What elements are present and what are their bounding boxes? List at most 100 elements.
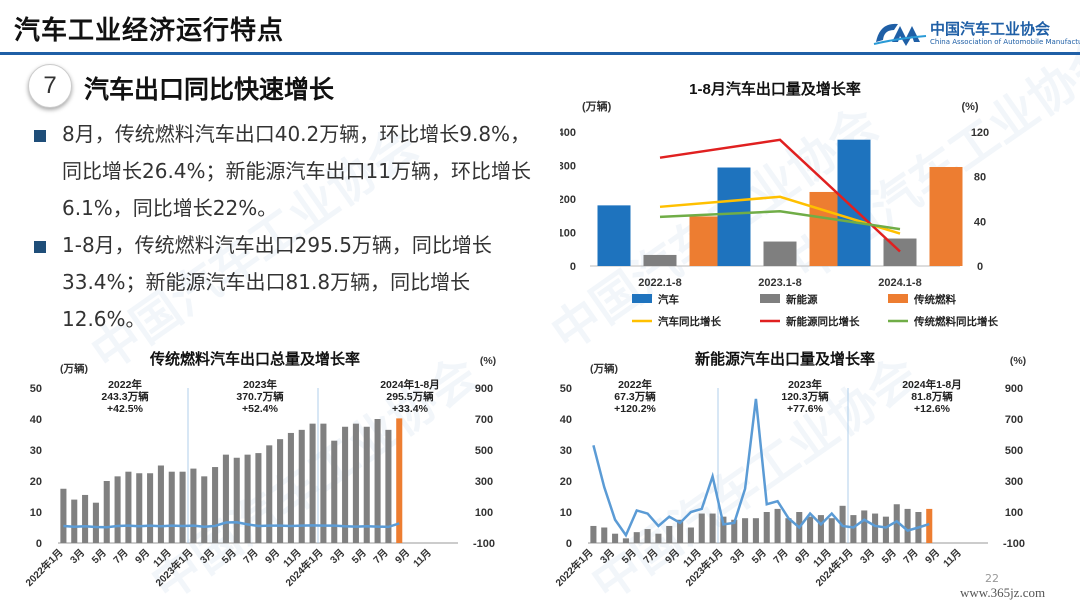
bar-month bbox=[904, 508, 911, 543]
bar-month bbox=[861, 510, 868, 543]
y-tick-label: 100 bbox=[560, 228, 576, 240]
x-tick-label: 2022.1-8 bbox=[638, 277, 681, 289]
x-tick-label: 9月 bbox=[663, 547, 682, 566]
bar-month bbox=[309, 423, 316, 543]
x-tick-label: 7月 bbox=[641, 547, 660, 566]
traditional-fuel-export-chart: 传统燃料汽车出口总量及增长率 (万辆) (%) 0 10 20 30 40 50 -100 100 3… bbox=[23, 350, 497, 589]
bar-month bbox=[147, 473, 154, 543]
bar-month bbox=[817, 515, 824, 543]
bar-month bbox=[807, 516, 814, 543]
annotation-year: 2023年 bbox=[788, 378, 822, 391]
bar-month bbox=[331, 440, 338, 543]
x-tick-label: 2024.1-8 bbox=[878, 277, 921, 289]
annotation-growth: +12.6% bbox=[914, 403, 951, 415]
bar-month bbox=[785, 518, 792, 543]
x-tick-label: 2022年1月 bbox=[553, 546, 596, 589]
bar-latest-month bbox=[396, 418, 403, 543]
x-tick-label: 9月 bbox=[263, 547, 282, 566]
bar-month bbox=[179, 471, 186, 543]
growth-line-traditional bbox=[659, 210, 901, 231]
x-tick-label: 3月 bbox=[68, 547, 87, 566]
annotation-total: 67.3万辆 bbox=[614, 390, 656, 403]
x-tick-label: 7月 bbox=[771, 547, 790, 566]
growth-line bbox=[592, 398, 930, 538]
x-tick-label: 9月 bbox=[793, 547, 812, 566]
section-title: 汽车出口同比快速增长 bbox=[84, 75, 335, 104]
x-tick-label: 7月 bbox=[901, 547, 920, 566]
x-tick-label: 9月 bbox=[923, 547, 942, 566]
bar-month bbox=[590, 525, 597, 543]
x-tick-label: 3月 bbox=[328, 547, 347, 566]
bullet-list: 8月，传统燃料汽车出口40.2万辆，环比增长9.8%，同比增长26.4%；新能源… bbox=[30, 116, 540, 338]
x-tick-label: 3月 bbox=[728, 547, 747, 566]
y2-tick-label: 900 bbox=[1005, 383, 1023, 395]
legend-label: 汽车同比增长 bbox=[658, 315, 721, 328]
annotation-total: 243.3万辆 bbox=[101, 390, 149, 403]
left-axis-unit: (万辆) bbox=[582, 99, 612, 113]
y2-tick-label: 500 bbox=[475, 445, 493, 457]
nev-export-chart: 新能源汽车出口量及增长率 (万辆) (%) 0 10 20 30 40 50 -100 100 300… bbox=[553, 350, 1027, 589]
y2-tick-label: 300 bbox=[475, 476, 493, 488]
bar-month bbox=[687, 527, 694, 543]
bar-month bbox=[601, 527, 608, 543]
bullet-text: 8月，传统燃料汽车出口40.2万辆，环比增长9.8%，同比增长26.4%；新能源… bbox=[62, 122, 531, 220]
bar-month bbox=[168, 471, 175, 543]
bar-month bbox=[612, 533, 619, 543]
bar-month bbox=[666, 525, 673, 543]
y2-tick-label: 900 bbox=[475, 383, 493, 395]
bar-month bbox=[698, 513, 705, 543]
y-tick-label: 20 bbox=[560, 476, 572, 488]
y2-tick-label: 300 bbox=[1005, 476, 1023, 488]
y-tick-label: 40 bbox=[30, 414, 42, 426]
bar-month bbox=[157, 465, 164, 543]
bar-month bbox=[71, 499, 78, 543]
y-tick-label: 20 bbox=[30, 476, 42, 488]
annotation-year: 2024年1-8月 bbox=[902, 378, 962, 391]
bar-month bbox=[103, 481, 110, 543]
x-tick-label: 5月 bbox=[349, 547, 368, 566]
bar-nev bbox=[883, 238, 917, 266]
caam-logo-icon bbox=[873, 23, 927, 46]
bar-month bbox=[114, 476, 121, 543]
annotation-year: 2022年 bbox=[618, 378, 652, 391]
export-volume-growth-chart: 1-8月汽车出口量及增长率 (万辆) (%) 0 100 200 300 400 0 40 80 12… bbox=[560, 80, 998, 328]
annotation-growth: +52.4% bbox=[242, 403, 279, 415]
annotation-growth: +77.6% bbox=[787, 403, 824, 415]
bar-traditional bbox=[689, 216, 723, 266]
y2-tick-label: 0 bbox=[977, 261, 983, 273]
annotation-year: 2023年 bbox=[243, 378, 277, 391]
bar-month bbox=[644, 529, 651, 543]
header-divider bbox=[0, 52, 1080, 55]
y2-tick-label: -100 bbox=[1003, 538, 1025, 550]
x-tick-label: 3月 bbox=[198, 547, 217, 566]
bar-month bbox=[233, 457, 240, 543]
x-tick-label: 9月 bbox=[133, 547, 152, 566]
annotation-growth: +33.4% bbox=[392, 403, 429, 415]
left-axis-unit: (万辆) bbox=[590, 362, 618, 375]
x-tick-label: 5月 bbox=[89, 547, 108, 566]
bar-month bbox=[763, 512, 770, 543]
y-tick-label: 10 bbox=[30, 507, 42, 519]
bullet-square-icon bbox=[34, 130, 46, 142]
chart-title: 新能源汽车出口量及增长率 bbox=[695, 350, 875, 368]
bar-month bbox=[850, 515, 857, 543]
bar-month bbox=[342, 426, 349, 543]
bar-month bbox=[266, 445, 273, 543]
annotation-growth: +42.5% bbox=[107, 403, 144, 415]
bar-month bbox=[774, 508, 781, 543]
x-tick-label: 11月 bbox=[941, 547, 964, 570]
y-tick-label: 0 bbox=[570, 261, 576, 273]
page-header: 汽车工业经济运行特点 中国汽车工业协会 China Association of… bbox=[0, 0, 1080, 56]
bar-month bbox=[212, 467, 219, 543]
bar-month bbox=[190, 468, 197, 543]
bullet-text: 1-8月，传统燃料汽车出口295.5万辆，同比增长33.4%；新能源汽车出口81… bbox=[62, 233, 492, 331]
bar-traditional bbox=[809, 191, 843, 266]
x-tick-label: 5月 bbox=[619, 547, 638, 566]
x-tick-label: 3月 bbox=[598, 547, 617, 566]
page-title: 汽车工业经济运行特点 bbox=[14, 16, 285, 46]
bar-month bbox=[720, 516, 727, 543]
bar-month bbox=[352, 423, 359, 543]
y2-tick-label: 700 bbox=[1005, 414, 1023, 426]
bar-vehicles bbox=[837, 139, 871, 266]
bar-month bbox=[893, 504, 900, 543]
